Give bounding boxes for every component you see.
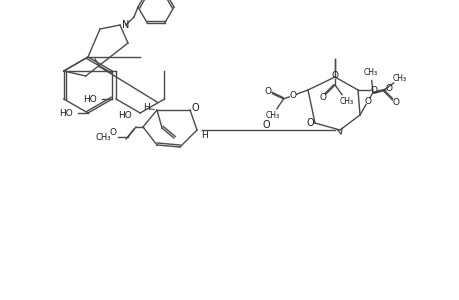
Text: HO: HO (118, 110, 132, 119)
Text: O: O (109, 128, 116, 136)
Text: CH₃: CH₃ (363, 68, 377, 77)
Text: O: O (364, 97, 371, 106)
Text: O: O (369, 85, 377, 94)
Text: N: N (122, 20, 129, 30)
Text: CH₃: CH₃ (339, 97, 353, 106)
Text: O: O (289, 91, 296, 100)
Text: H: H (201, 130, 208, 140)
Text: CH₃: CH₃ (265, 111, 279, 120)
Text: CH₃: CH₃ (392, 74, 406, 83)
Text: O: O (319, 92, 326, 101)
Text: H: H (143, 103, 150, 112)
Text: O: O (392, 98, 399, 106)
Text: CH₃: CH₃ (95, 133, 111, 142)
Text: HO: HO (84, 94, 97, 103)
Text: O: O (264, 87, 271, 96)
Text: O: O (262, 120, 269, 130)
Text: O: O (331, 70, 338, 80)
Text: HO: HO (59, 109, 73, 118)
Text: O: O (306, 118, 313, 128)
Text: O: O (385, 84, 392, 93)
Text: O: O (191, 103, 198, 113)
